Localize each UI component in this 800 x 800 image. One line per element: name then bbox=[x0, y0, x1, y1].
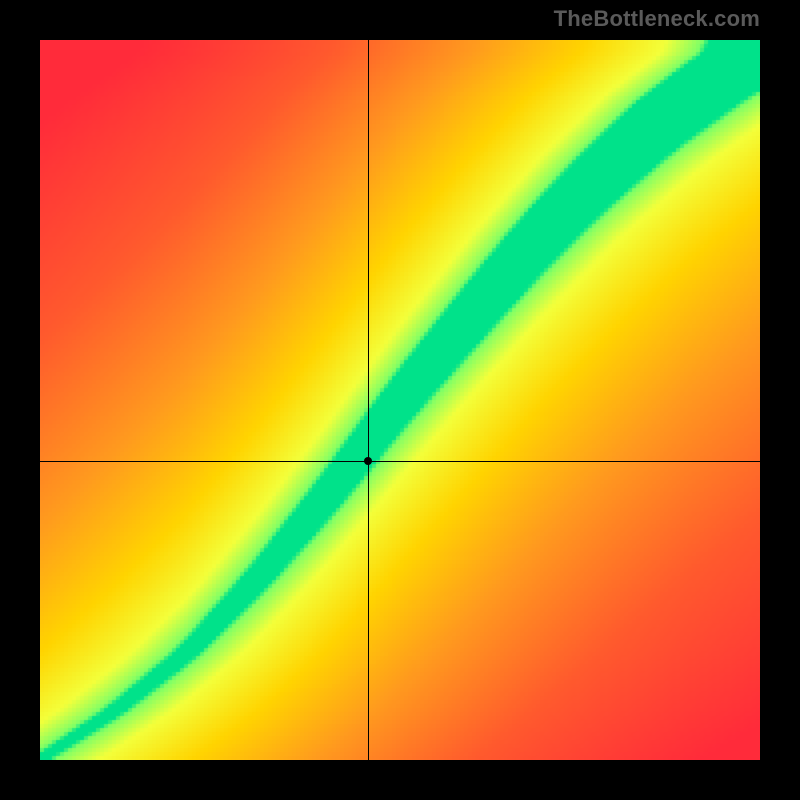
watermark-text: TheBottleneck.com bbox=[554, 6, 760, 32]
plot-area bbox=[40, 40, 760, 760]
outer-frame: TheBottleneck.com bbox=[0, 0, 800, 800]
heatmap-canvas bbox=[40, 40, 760, 760]
